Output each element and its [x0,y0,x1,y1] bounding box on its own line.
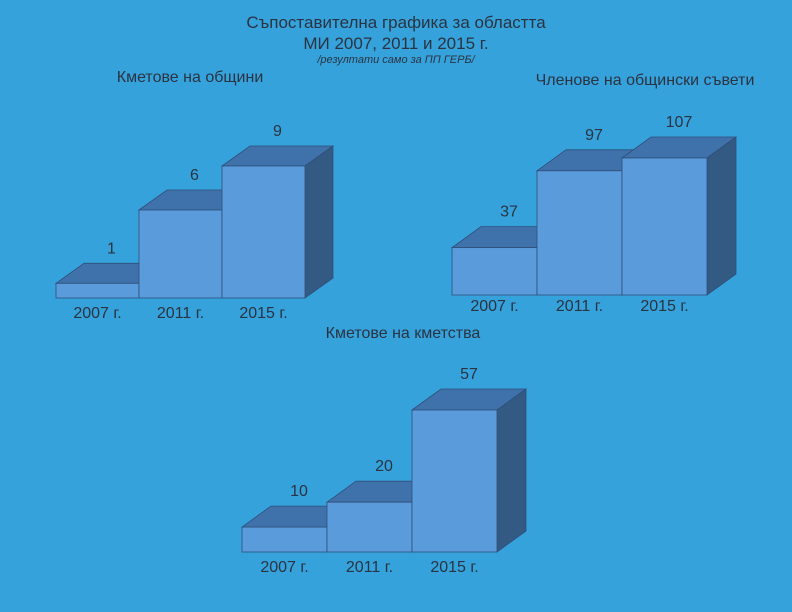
bar-side-2 [706,136,737,296]
main-title-line-2: МИ 2007, 2011 и 2015 г. [303,34,489,53]
bar-side-2 [496,388,527,553]
value-label-0: 1 [107,240,116,257]
tick-label-2: 2015 г. [239,305,287,322]
chart-title-council-members: Членове на общински съвети [535,72,755,89]
tick-label-2: 2015 г. [640,298,688,315]
tick-label-0: 2007 г. [73,305,121,322]
header: Съпоставителна графика за областта МИ 20… [0,12,792,67]
chart-title-mayors-settlements: Кметове на кметства [325,325,481,342]
bar-2 [621,157,708,296]
bar-1 [326,501,413,553]
chart-title-mayors-municipalities: Кметове на общини [116,69,264,86]
value-label-1: 97 [585,127,603,144]
value-label-0: 37 [500,204,518,221]
bar-0 [241,526,328,553]
value-label-2: 9 [273,123,282,140]
tick-label-0: 2007 г. [470,298,518,315]
value-label-1: 20 [375,458,393,475]
bar-1 [536,170,623,296]
chart-council-members: 37 2007 г. 97 2011 г. 107 2015 г. [450,114,738,315]
main-subtitle: /резултати само за ПП ГЕРБ/ [317,54,475,66]
tick-label-1: 2011 г. [346,559,393,576]
bar-2 [221,165,306,299]
bar-side-2 [304,145,334,299]
bar-0 [55,282,140,299]
tick-label-0: 2007 г. [260,559,308,576]
value-label-1: 6 [190,167,199,184]
bar-2 [411,409,498,553]
bar-0 [451,247,538,296]
chart-mayors-settlements: 10 2007 г. 20 2011 г. 57 2015 г. [240,366,528,576]
bar-1 [138,209,223,299]
main-title-line-1: Съпоставителна графика за областта [246,13,546,32]
value-label-2: 57 [460,366,478,383]
value-label-0: 10 [290,483,308,500]
chart-mayors-municipalities: 1 2007 г. 6 2011 г. 9 2015 г. [54,123,335,322]
value-label-2: 107 [666,114,693,131]
tick-label-1: 2011 г. [157,305,204,322]
tick-label-2: 2015 г. [430,559,478,576]
tick-label-1: 2011 г. [556,298,603,315]
